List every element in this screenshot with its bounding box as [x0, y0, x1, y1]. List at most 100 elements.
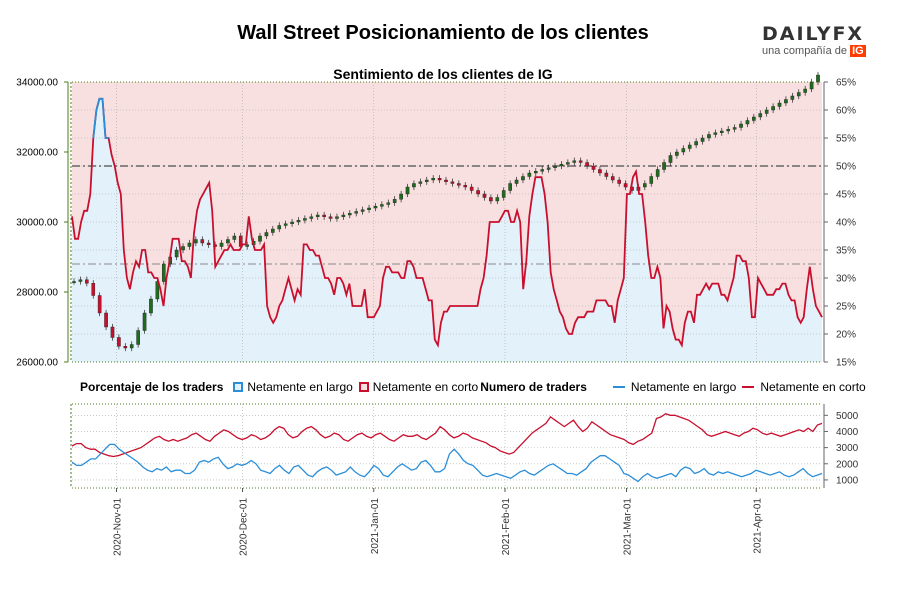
price-candle [418, 181, 423, 184]
price-candle [784, 99, 788, 104]
price-candle [527, 172, 532, 177]
price-candle [796, 92, 801, 97]
logo-tagline: una compañía de IG [762, 44, 872, 58]
price-candle [290, 221, 294, 224]
price-candle [540, 169, 545, 172]
legend: Porcentaje de los traders Netamente en l… [80, 380, 866, 394]
ig-badge: IG [850, 45, 866, 57]
count-short-line [71, 412, 823, 458]
price-candle [713, 132, 718, 135]
price-candle [181, 246, 185, 251]
price-candle [187, 242, 192, 247]
price-candle [405, 186, 410, 195]
price-candle [739, 123, 743, 128]
price-candle [643, 183, 647, 188]
x-axis-label: 2021-Feb-01 [501, 498, 512, 556]
price-candle [764, 109, 769, 114]
price-candle [277, 225, 282, 230]
logo-brand-left: DAILY [762, 23, 833, 45]
left-axis-label: 28000.00 [16, 288, 58, 299]
price-candle [85, 279, 89, 284]
price-candle [360, 209, 365, 212]
price-candle [777, 102, 782, 107]
price-candle [129, 344, 134, 349]
price-candle [610, 176, 615, 181]
price-candle [469, 186, 474, 191]
logo-tagline-text: una compañía de [762, 45, 848, 57]
price-candle [649, 176, 654, 184]
right-axis-label: 55% [836, 134, 856, 145]
right-axis-label: 45% [836, 190, 856, 201]
long-area-fill [72, 98, 822, 363]
right-axis-label: 25% [836, 302, 856, 313]
price-candle [161, 263, 166, 282]
count-axis-label: 3000 [836, 443, 859, 454]
price-candle [617, 179, 621, 184]
price-candle [78, 279, 83, 282]
price-candle [245, 244, 249, 247]
legend-pct-short: Netamente en corto [372, 380, 479, 394]
price-candle [142, 312, 147, 331]
count-axis-label: 4000 [836, 427, 859, 438]
legend-pct-long-swatch [233, 382, 244, 392]
price-candle [315, 214, 320, 217]
price-candle [296, 220, 301, 223]
right-axis-label: 50% [836, 162, 856, 173]
count-axis-label: 1000 [836, 475, 859, 486]
price-candle [668, 155, 673, 163]
count-axis-label: 2000 [836, 459, 859, 470]
chart-title: Wall Street Posicionamiento de los clien… [237, 22, 649, 44]
left-axis-label: 32000.00 [16, 148, 58, 159]
price-candle [745, 120, 750, 125]
price-candle [117, 337, 121, 347]
price-candle [732, 127, 737, 130]
price-candle [771, 106, 775, 111]
legend-num-short: Netamente en corto [760, 380, 866, 394]
price-candle [354, 211, 359, 214]
price-candle [457, 183, 461, 186]
legend-num-long-line [612, 386, 625, 388]
price-candle [110, 326, 115, 338]
price-candle [431, 178, 435, 181]
price-candle [123, 346, 128, 349]
price-candle [752, 116, 756, 121]
price-candle [623, 183, 628, 188]
price-candle [72, 281, 76, 283]
price-candle [219, 242, 224, 247]
x-axis-label: 2021-Jan-01 [370, 498, 381, 555]
price-candle [200, 239, 205, 244]
price-candle [347, 213, 352, 216]
price-candle [604, 172, 609, 177]
price-candle [521, 176, 525, 181]
price-candle [681, 148, 686, 153]
right-axis-label: 60% [836, 106, 856, 117]
price-candle [694, 141, 698, 146]
price-candle [566, 162, 570, 165]
price-candle [136, 330, 140, 345]
right-axis-label: 15% [836, 358, 856, 369]
price-candle [444, 179, 448, 182]
price-candle [790, 95, 795, 100]
price-candle [271, 228, 275, 233]
price-candle [341, 214, 346, 217]
price-candle [412, 183, 416, 188]
x-axis-label: 2021-Apr-01 [752, 498, 763, 554]
short-percent-line [71, 97, 823, 349]
legend-num-short-line [742, 386, 755, 388]
price-candle [149, 298, 153, 314]
price-candle [533, 171, 538, 174]
price-candle [437, 178, 442, 181]
price-candle [264, 232, 269, 237]
price-candle [322, 214, 326, 217]
price-candle [283, 223, 288, 226]
right-axis-label: 35% [836, 246, 856, 257]
price-candle [258, 235, 262, 242]
price-candle [700, 137, 705, 142]
price-candle [399, 193, 403, 200]
logo-wordmark: DAILYFX [762, 24, 872, 44]
chart-subtitle: Sentimiento de los clientes de IG [333, 66, 553, 82]
count-axis-label: 5000 [836, 411, 859, 422]
long-percent-line-segment [92, 97, 109, 139]
price-candle [463, 185, 468, 188]
